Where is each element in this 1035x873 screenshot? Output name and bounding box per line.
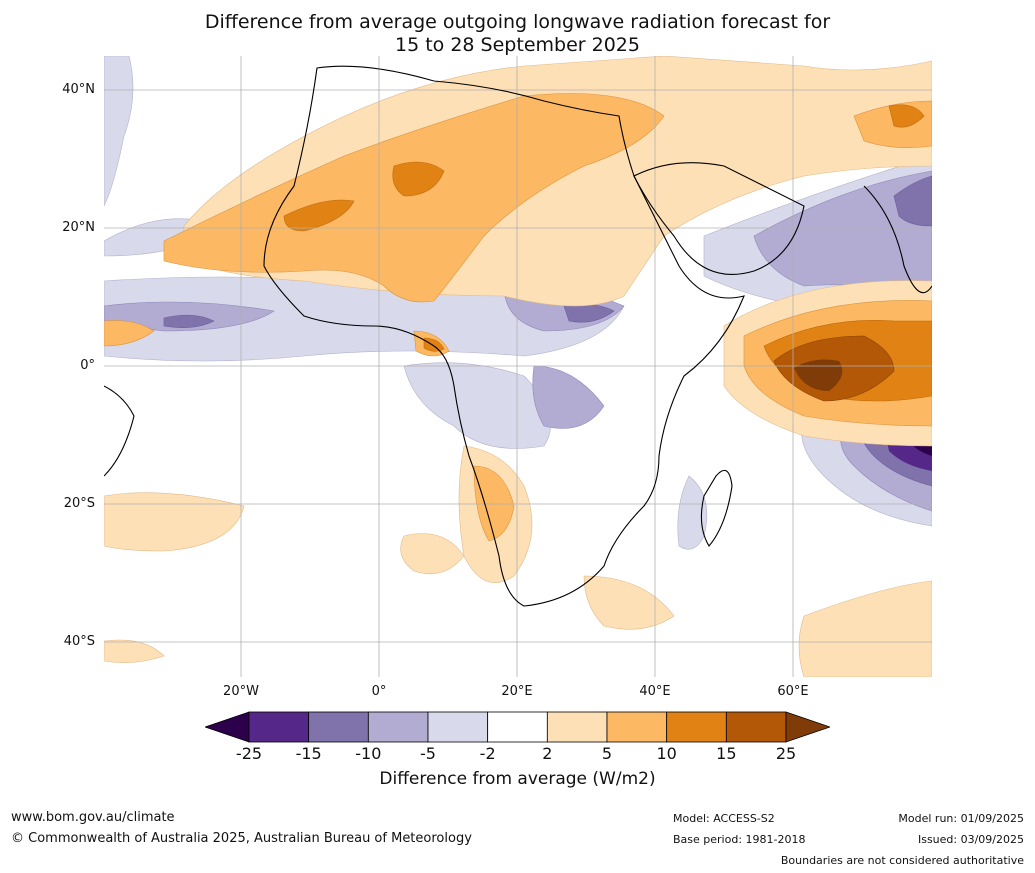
lon-label-20w: 20°W	[223, 684, 259, 699]
colorbar-tick-label: 10	[656, 744, 677, 763]
arabia-coastline	[633, 162, 805, 275]
lon-label-40e: 40°E	[639, 684, 671, 699]
colorbar-tick-label: 5	[601, 744, 613, 763]
colorbar-bin	[606, 711, 668, 743]
lon-label-20e: 20°E	[501, 684, 533, 699]
colorbar-tick-label: 25	[775, 744, 797, 763]
footer-model-run: Model run: 01/09/2025	[898, 812, 1024, 825]
colorbar-bin	[546, 711, 608, 743]
graticule	[104, 56, 932, 677]
footer-model: Model: ACCESS-S2	[673, 812, 775, 825]
colorbar-tick-label: -2	[479, 744, 496, 763]
colorbar-bin	[367, 711, 429, 743]
colorbar-title: Difference from average (W/m2)	[379, 769, 656, 789]
colorbar-min-arrow	[205, 711, 250, 743]
colorbar-bin	[427, 711, 489, 743]
footer-base-period: Base period: 1981-2018	[673, 833, 806, 846]
olr-anomaly-map	[104, 56, 932, 677]
lat-label-40n: 40°N	[62, 82, 95, 97]
colorbar-bin	[308, 711, 369, 743]
footer-disclaimer: Boundaries are not considered authoritat…	[780, 854, 1024, 867]
colorbar-max-arrow	[785, 711, 830, 743]
madagascar-coastline	[700, 469, 733, 547]
lat-label-20s: 20°S	[63, 496, 95, 511]
colorbar-tick-label: 2	[542, 744, 553, 763]
colorbar-tick-label: -25	[235, 744, 263, 763]
lon-label-60e: 60°E	[777, 684, 809, 699]
colorbar-bin	[666, 711, 727, 743]
colorbar-bin	[725, 711, 787, 743]
lat-label-20n: 20°N	[62, 220, 95, 235]
india-coastline	[863, 185, 932, 294]
colorbar	[205, 711, 830, 743]
colorbar-tick-label: -10	[355, 744, 382, 763]
colorbar-bin	[487, 711, 548, 743]
map-title-line-1: Difference from average outgoing longwav…	[204, 11, 831, 33]
africa-coastline	[263, 65, 745, 607]
footer-copyright: © Commonwealth of Australia 2025, Austra…	[11, 831, 472, 846]
anomaly-fill-dark-brown	[794, 359, 843, 391]
lon-label-0: 0°	[371, 684, 387, 699]
south-america-coastline	[104, 385, 135, 477]
colorbar-tick-label: -15	[295, 744, 322, 763]
colorbar-bin	[248, 711, 310, 743]
colorbar-tick-label: 15	[716, 744, 737, 763]
footer-url: www.bom.gov.au/climate	[11, 810, 175, 825]
lat-label-0: 0°	[80, 358, 95, 373]
colorbar-tick-label: -5	[420, 744, 436, 763]
map-title-line-2: 15 to 28 September 2025	[395, 34, 640, 56]
lat-label-40s: 40°S	[63, 634, 95, 649]
footer-issued: Issued: 03/09/2025	[917, 833, 1024, 846]
